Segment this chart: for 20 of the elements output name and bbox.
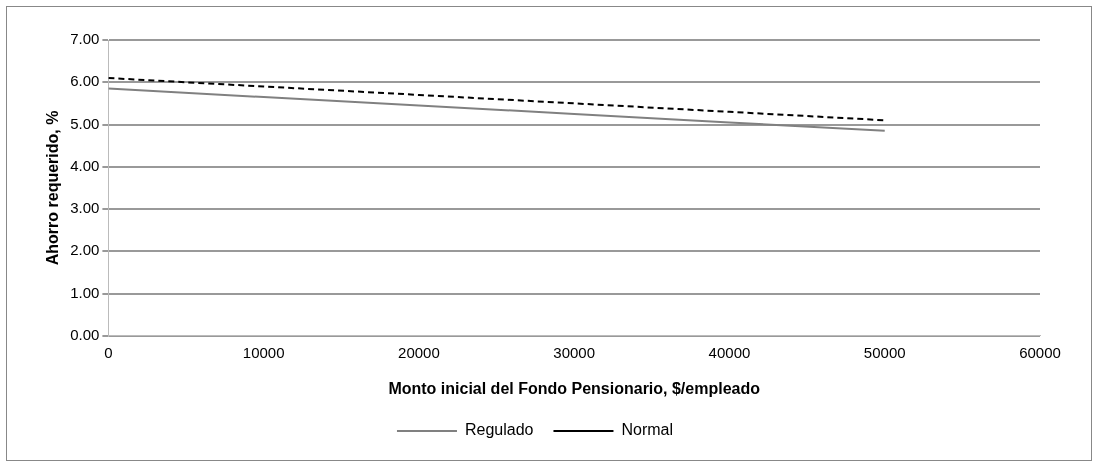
x-tick-label: 50000 bbox=[863, 343, 906, 361]
y-axis-title: Ahorro requerido, % bbox=[44, 110, 62, 266]
y-tick-label: 1.00 bbox=[70, 283, 100, 301]
x-tick-label: 30000 bbox=[553, 343, 596, 361]
y-tick-label: 0.00 bbox=[70, 325, 100, 343]
x-tick-label: 40000 bbox=[708, 343, 751, 361]
y-tick-label: 3.00 bbox=[70, 199, 100, 217]
legend-label: Regulado bbox=[464, 421, 534, 439]
line-series bbox=[108, 77, 886, 122]
x-axis-title: Monto inicial del Fondo Pensionario, $/empleado bbox=[388, 379, 761, 397]
y-tick-label: 7.00 bbox=[70, 30, 100, 48]
x-tick-label: 20000 bbox=[398, 343, 440, 361]
x-tick-label: 60000 bbox=[1019, 343, 1061, 361]
y-tick-label: 2.00 bbox=[70, 241, 100, 259]
y-tick-label: 6.00 bbox=[70, 72, 100, 90]
legend-label: Normal bbox=[621, 421, 674, 439]
y-tick-label: 5.00 bbox=[70, 114, 100, 132]
x-tick-label: 0 bbox=[104, 343, 113, 361]
x-tick-label: 10000 bbox=[242, 343, 285, 361]
y-tick-label: 4.00 bbox=[70, 156, 100, 174]
